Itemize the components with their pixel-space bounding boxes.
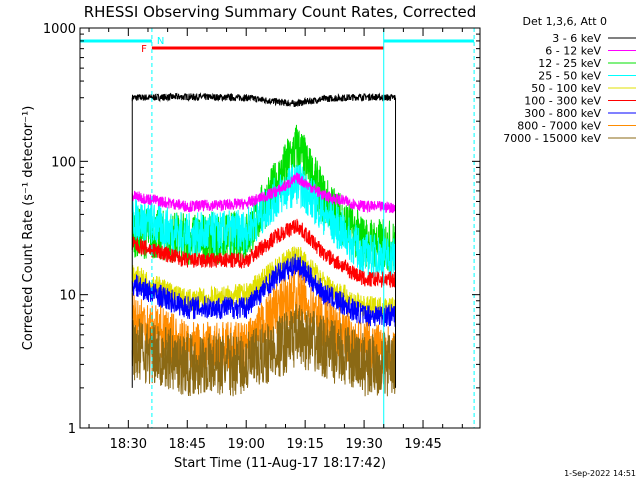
y-tick-label: 1000 — [43, 22, 76, 37]
legend-label: 25 - 50 keV — [538, 70, 601, 83]
legend-label: 100 - 300 keV — [524, 95, 601, 108]
y-axis-label: Corrected Count Rate (s⁻¹ detector⁻¹) — [21, 106, 36, 351]
series-line-8 — [131, 303, 396, 397]
legend-label: 6 - 12 keV — [545, 45, 601, 58]
legend-label: 3 - 6 keV — [552, 32, 601, 45]
y-tick-label: 100 — [51, 155, 76, 170]
x-axis-label: Start Time (11-Aug-17 18:17:42) — [174, 456, 386, 471]
series-line-1 — [131, 172, 396, 214]
x-tick-label: 19:15 — [286, 437, 323, 452]
series-line-4 — [131, 246, 396, 320]
legend-label: 300 - 800 keV — [524, 107, 601, 120]
legend-label: 800 - 7000 keV — [517, 120, 601, 133]
flare-flag-label: F — [141, 44, 147, 55]
legend-label: 7000 - 15000 keV — [503, 132, 601, 145]
series-line-0 — [131, 92, 396, 108]
legend-label: 50 - 100 keV — [531, 82, 601, 95]
x-tick-label: 19:00 — [227, 437, 264, 452]
timestamp: 1-Sep-2022 14:51 — [564, 469, 636, 478]
axis-layer: 1 10 100 1000 18:30 18:45 19:00 19:15 19:30 19:45 — [43, 22, 480, 452]
x-tick-label: 19:45 — [404, 437, 441, 452]
night-flag-label: N — [157, 36, 164, 47]
series-line-6 — [131, 253, 396, 327]
legend-title: Det 1,3,6, Att 0 — [523, 15, 607, 28]
x-tick-label: 18:45 — [169, 437, 206, 452]
plot-frame — [79, 27, 481, 429]
series-line-5 — [131, 218, 396, 288]
x-tick-label: 19:30 — [345, 437, 382, 452]
chart-title: RHESSI Observing Summary Count Rates, Co… — [84, 3, 477, 21]
series-line-3 — [131, 163, 396, 279]
y-tick-label: 10 — [59, 289, 76, 304]
legend-label: 12 - 25 keV — [538, 57, 601, 70]
y-tick-label: 1 — [68, 422, 76, 437]
x-tick-label: 18:30 — [110, 437, 147, 452]
series-layer — [131, 92, 397, 397]
